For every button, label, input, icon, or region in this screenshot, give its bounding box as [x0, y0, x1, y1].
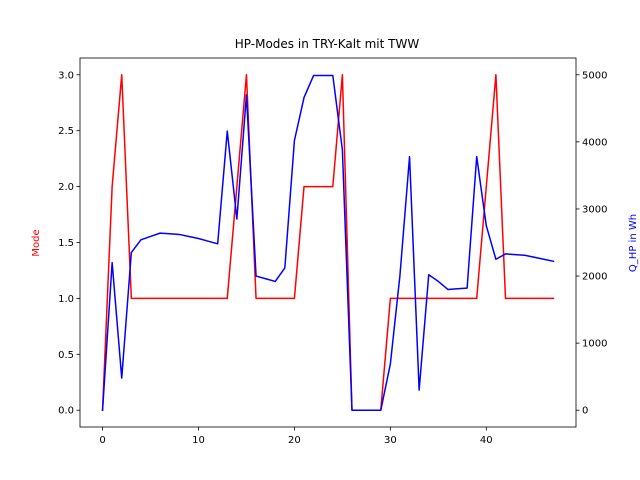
series-layer — [101, 74, 555, 412]
y-right-tick-label: 3000 — [582, 204, 607, 215]
y-left-tick-label: 2.5 — [58, 126, 74, 137]
y-left-tick-label: 0.5 — [58, 350, 74, 361]
y-left-tick-label: 3.0 — [58, 70, 74, 81]
y-right-tick-label: 2000 — [582, 272, 607, 283]
x-tick-label: 20 — [288, 435, 301, 446]
y-left-tick-label: 1.0 — [58, 294, 74, 305]
x-tick-label: 30 — [384, 435, 397, 446]
chart-title: HP-Modes in TRY-Kalt mit TWW — [235, 37, 420, 51]
y-axis-left: 0.0 0.5 1.0 1.5 2.0 2.5 3.0 — [58, 70, 80, 417]
series-line-q-hp — [101, 74, 555, 412]
x-tick-label: 40 — [480, 435, 493, 446]
x-tick-label: 0 — [99, 435, 105, 446]
plot-frame — [79, 57, 577, 428]
y-left-tick-label: 0.0 — [58, 406, 74, 417]
y-right-tick-label: 0 — [582, 406, 588, 417]
y-right-tick-label: 5000 — [582, 70, 607, 81]
x-axis: 0 10 20 30 40 — [99, 427, 493, 446]
x-tick-label: 10 — [192, 435, 205, 446]
y-axis-right: 0 1000 2000 3000 4000 5000 — [576, 70, 607, 417]
y-axis-left-label: Mode — [31, 229, 42, 256]
y-left-tick-label: 1.5 — [58, 238, 74, 249]
series-line-mode — [101, 74, 555, 412]
y-right-tick-label: 1000 — [582, 339, 607, 350]
y-left-tick-label: 2.0 — [58, 182, 74, 193]
y-axis-right-label: Q_HP in Wh — [628, 214, 639, 272]
y-right-tick-label: 4000 — [582, 137, 607, 148]
